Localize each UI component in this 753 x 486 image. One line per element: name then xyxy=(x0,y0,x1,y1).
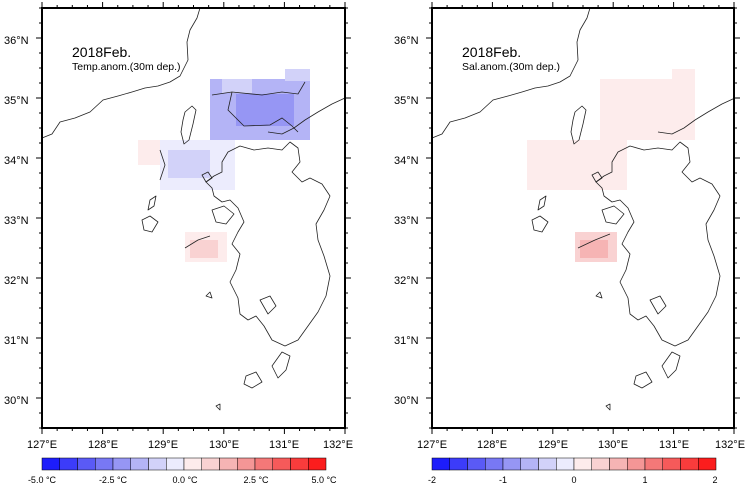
sal-colorbar-labels: -2 -1 0 1 2 xyxy=(428,475,718,485)
sal-panel: 36°N 35°N 34°N 33°N 32°N 31°N 30°N 127°E… xyxy=(394,2,745,485)
sal-lon-axis: 127°E 128°E 129°E 130°E 131°E 132°E xyxy=(417,439,745,451)
colorbar-segment xyxy=(467,457,486,471)
colorbar-segment xyxy=(95,457,114,471)
colorbar-segment xyxy=(538,457,557,471)
colorbar-segment xyxy=(59,457,78,471)
colorbar-segment xyxy=(449,457,468,471)
temp-colorbar-label: -5.0 °C xyxy=(28,475,57,485)
colorbar-segment xyxy=(662,457,681,471)
colorbar-segment xyxy=(201,457,220,471)
temp-coastline xyxy=(41,7,346,411)
sal-panel-title: 2018Feb. xyxy=(462,44,521,60)
temp-lat-label: 34°N xyxy=(4,155,29,167)
sal-lon-label: 129°E xyxy=(538,439,568,451)
temp-colorbar-label: -2.5 °C xyxy=(99,475,128,485)
temp-contours xyxy=(159,81,306,249)
temp-panel: 36°N 35°N 34°N 33°N 32°N 31°N 30°N 127°E… xyxy=(4,2,353,485)
temp-panel-title: 2018Feb. xyxy=(72,44,131,60)
colorbar-segment xyxy=(77,457,96,471)
temp-colorbar-labels: -5.0 °C -2.5 °C 0.0 °C 2.5 °C 5.0 °C xyxy=(28,475,337,485)
sal-lon-label: 132°E xyxy=(715,439,745,451)
temp-lon-axis: 127°E 128°E 129°E 130°E 131°E 132°E xyxy=(27,439,353,451)
colorbar-segment xyxy=(148,457,167,471)
temp-lat-label: 32°N xyxy=(4,275,29,287)
sal-lat-label: 34°N xyxy=(394,155,419,167)
colorbar-segment xyxy=(627,457,646,471)
colorbar-segment xyxy=(254,457,273,471)
sal-lat-label: 35°N xyxy=(394,95,419,107)
temp-lat-label: 33°N xyxy=(4,215,29,227)
temp-lon-label: 130°E xyxy=(209,439,239,451)
temp-lat-label: 35°N xyxy=(4,95,29,107)
colorbar-segment xyxy=(272,457,291,471)
colorbar-segment xyxy=(308,457,327,471)
temp-lat-label: 31°N xyxy=(4,335,29,347)
sal-colorbar-label: 0 xyxy=(571,475,576,485)
sal-lat-label: 31°N xyxy=(394,335,419,347)
sal-colorbar-label: -2 xyxy=(428,475,436,485)
temp-colorbar-label: 2.5 °C xyxy=(243,475,269,485)
colorbar-segment xyxy=(680,457,699,471)
sal-contours xyxy=(577,233,611,249)
temp-colorbar xyxy=(41,457,327,471)
temp-lon-label: 128°E xyxy=(88,439,118,451)
temp-colorbar-label: 5.0 °C xyxy=(311,475,337,485)
colorbar-segment xyxy=(183,457,202,471)
sal-lat-axis: 36°N 35°N 34°N 33°N 32°N 31°N 30°N xyxy=(394,35,419,407)
sal-colorbar-label: -1 xyxy=(499,475,507,485)
temp-lon-label: 127°E xyxy=(27,439,57,451)
temp-lat-label: 30°N xyxy=(4,395,29,407)
colorbar-segment xyxy=(431,457,450,471)
colorbar-segment xyxy=(166,457,185,471)
temp-lat-axis: 36°N 35°N 34°N 33°N 32°N 31°N 30°N xyxy=(4,35,29,407)
sal-colorbar-label: 1 xyxy=(642,475,647,485)
temp-frame-ticks xyxy=(36,2,351,434)
colorbar-segment xyxy=(130,457,149,471)
temp-lon-label: 131°E xyxy=(269,439,299,451)
sal-colorbar-label: 2 xyxy=(712,475,717,485)
colorbar-segment xyxy=(573,457,592,471)
temp-lat-label: 36°N xyxy=(4,35,29,47)
sal-panel-subtitle: Sal.anom.(30m dep.) xyxy=(462,61,560,73)
colorbar-segment xyxy=(219,457,238,471)
sal-lat-label: 36°N xyxy=(394,35,419,47)
sal-anomaly-field xyxy=(527,69,695,262)
sal-lat-label: 32°N xyxy=(394,275,419,287)
temp-colorbar-label: 0.0 °C xyxy=(172,475,198,485)
colorbar-segment xyxy=(644,457,663,471)
temp-lon-label: 132°E xyxy=(323,439,353,451)
colorbar-segment xyxy=(237,457,256,471)
colorbar-segment xyxy=(112,457,131,471)
temp-panel-subtitle: Temp.anom.(30m dep.) xyxy=(72,61,181,73)
temp-anomaly-field xyxy=(138,69,310,262)
sal-lat-label: 33°N xyxy=(394,215,419,227)
sal-coastline xyxy=(431,7,736,411)
sal-frame-ticks xyxy=(426,2,740,434)
colorbar-segment xyxy=(502,457,521,471)
colorbar-segment xyxy=(520,457,539,471)
sal-lon-label: 130°E xyxy=(598,439,628,451)
colorbar-segment xyxy=(556,457,575,471)
colorbar-segment xyxy=(698,457,717,471)
sal-colorbar xyxy=(431,457,717,471)
sal-lon-label: 131°E xyxy=(659,439,689,451)
colorbar-segment xyxy=(591,457,610,471)
sal-lat-label: 30°N xyxy=(394,395,419,407)
colorbar-segment xyxy=(290,457,309,471)
colorbar-segment xyxy=(485,457,504,471)
sal-lon-label: 128°E xyxy=(477,439,507,451)
temp-lon-label: 129°E xyxy=(148,439,178,451)
sal-lon-label: 127°E xyxy=(417,439,447,451)
colorbar-segment xyxy=(41,457,60,471)
colorbar-segment xyxy=(609,457,628,471)
